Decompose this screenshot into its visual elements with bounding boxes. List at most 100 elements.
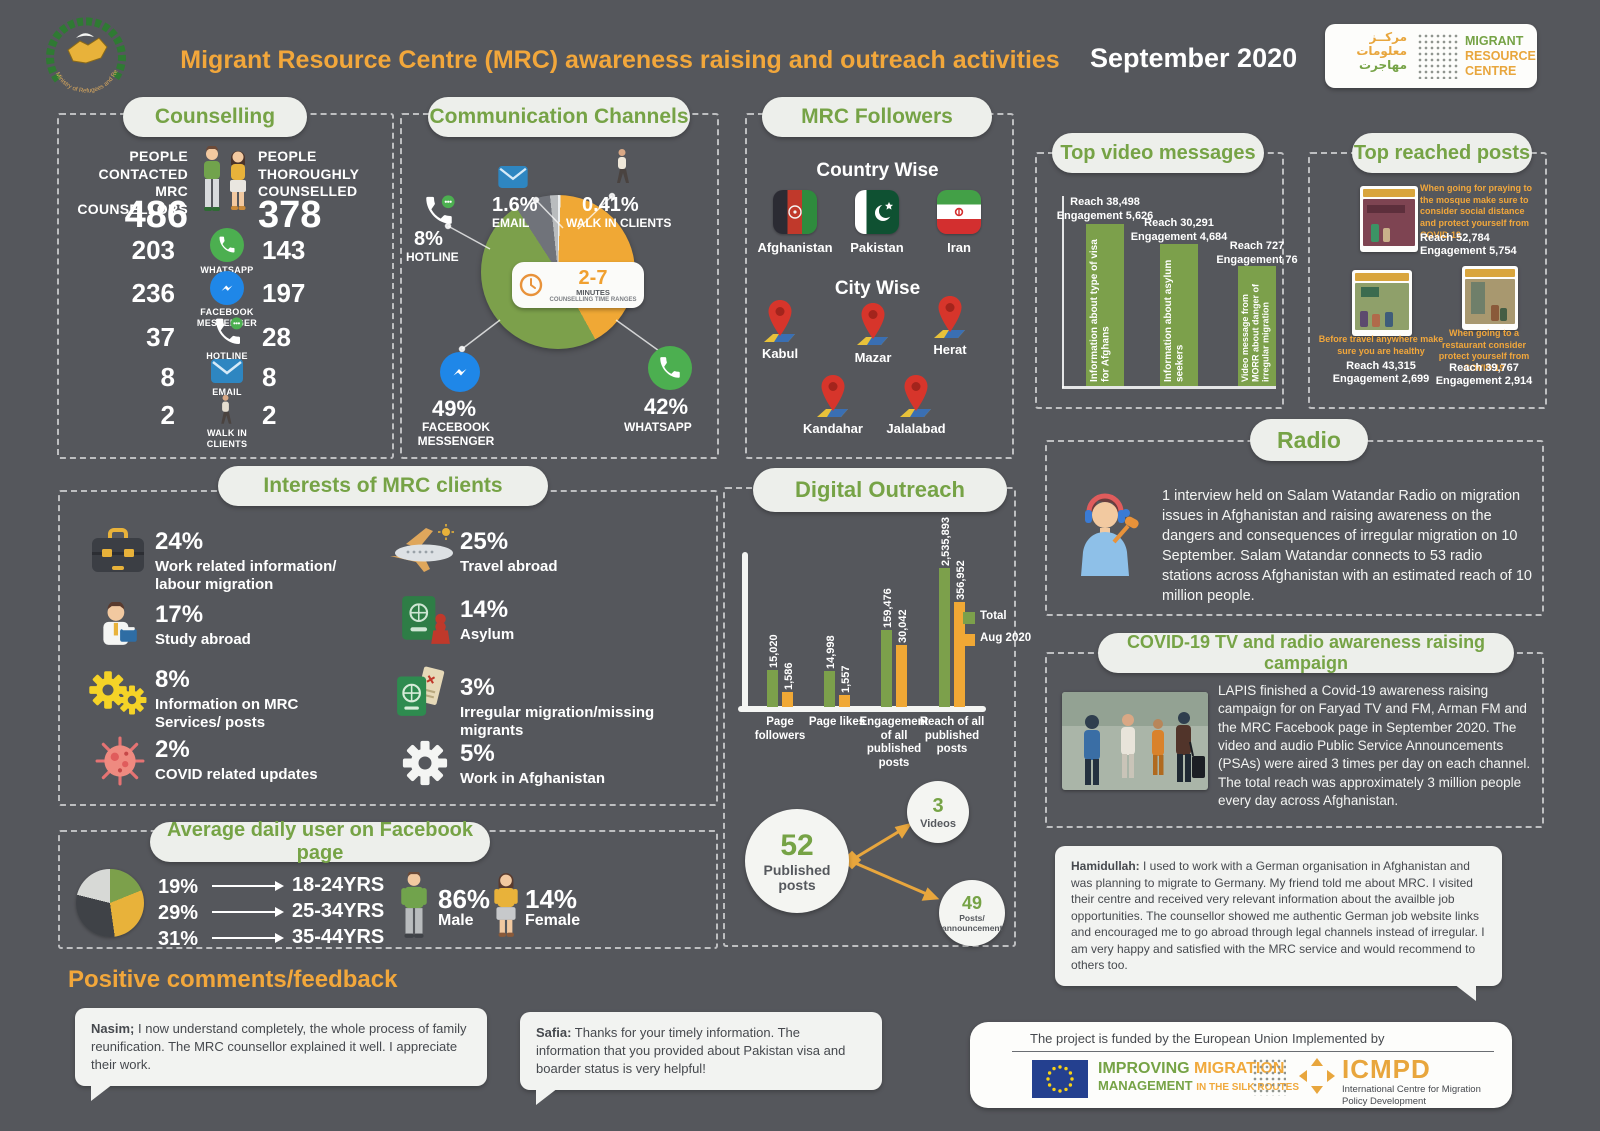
counselling-whatsapp-right: 143 [262,235,306,265]
top-post-2-title: Before travel anywhere make sure you are… [1318,334,1444,356]
top-post-1-title: When going for praying to the mosque mak… [1420,183,1532,240]
published-posts-arrows [842,822,940,901]
digital-header: Digital Outreach [753,468,1007,512]
kandahar-pin-icon [815,375,851,419]
female-pct: 14% [525,884,578,914]
counselling-time-caption: COUNSELLING TIME RANGES [549,296,637,303]
interest-covid-pct: 2% [155,736,190,763]
feedback-nasim-name: Nasim; [91,1021,135,1036]
covid-campaign-photo [1062,692,1208,790]
top-post-3-reach: Reach 39,767 [1449,362,1519,374]
messenger-label: FACEBOOK MESSENGER [417,420,495,448]
counselling-walkin-right: 2 [262,400,277,430]
mrc-logo-en-1: MIGRANT [1465,34,1524,48]
clock-icon [519,273,543,297]
age-row-2-arrow [212,907,284,917]
walk-in-icon [217,394,237,428]
whatsapp-pct: 42% [644,394,689,419]
interest-study-label: Study abroad [155,631,251,648]
messenger-icon [210,271,244,305]
interest-asylum-pct: 14% [460,596,509,623]
briefcase-icon [90,528,146,576]
age-row-3-pct: 31% [157,928,198,950]
published-posts-label: Published posts [763,861,831,893]
couple-icon [197,146,253,220]
female-label: Female [525,912,581,929]
icmpd-logo-text: ICMPD [1342,1054,1431,1084]
imm-improving: IMPROVING [1098,1060,1190,1077]
counselling-email-label: EMAIL [212,387,242,397]
radio-text: 1 interview held on Salam Watandar Radio… [1162,488,1532,604]
testimonial-text: I used to work with a German organisatio… [1071,859,1485,973]
interest-irregular-label: Irregular migration/missing migrants [460,704,655,740]
feedback-safia-text: Thanks for your timely information. The … [536,1025,846,1076]
counselling-walkin-left: 2 [160,400,175,430]
radio-header: Radio [1250,419,1368,461]
interest-asylum-label: Asylum [460,626,515,643]
male-pct: 86% [438,884,491,914]
walk-in-pie-icon [612,148,632,188]
announcements-value: 49 [961,892,983,913]
top-video-2-label: Information about asylum seekers [1163,259,1186,382]
city-wise-title: City Wise [834,278,921,299]
top-post-1-engagement: Engagement 5,754 [1420,245,1517,257]
city-kandahar: Kandahar [803,421,863,436]
age-row-1-arrow [212,881,284,891]
top-post-1-thumbnail [1360,186,1418,252]
announcements-label: Posts/ announcement [942,912,1003,933]
city-kabul: Kabul [761,346,799,361]
mrc-logo-en-2: RESOURCE [1465,49,1536,63]
mrc-logo-en-3: CENTRE [1465,64,1517,78]
interest-mrc-label: Information on MRC Services/ posts [155,696,299,732]
top-posts-header: Top reached posts [1352,133,1532,173]
age-row-2-range: 25-34YRS [292,900,385,922]
icmpd-compass-icon [1298,1057,1336,1095]
counselling-hotline-right: 28 [262,322,291,352]
eu-flag-icon [1032,1060,1088,1098]
male-label: Male [438,912,474,929]
top-videos-y-axis [1062,196,1064,388]
messenger-pie-icon [440,352,480,392]
counselling-hotline-left: 37 [146,322,175,352]
digital-bar-likes-aug [839,695,850,707]
whatsapp-icon [210,228,244,262]
top-video-2-stats: Reach 30,291 Engagement 4,684 [1130,217,1228,243]
announcements-circle: 49 Posts/ announcement [939,880,1005,946]
jalalabad-pin-icon [898,375,934,419]
counselling-left-label: PEOPLE CONTACTED MRC COUNSELLORS [77,148,188,217]
interest-work-pct: 24% [155,528,204,555]
legend-total-swatch [963,612,975,624]
country-pakistan: Pakistan [850,240,904,255]
hotline-pct: 8% [414,228,443,250]
counselling-time-range: 2-7 [578,266,608,289]
videos-circle: 3 Videos [907,781,969,843]
legend-total-label: Total [980,610,1007,622]
city-mazar: Mazar [854,350,892,365]
counselling-messenger-left: 236 [131,278,175,308]
iran-flag-icon [937,190,981,234]
report-date: September 2020 [1090,43,1298,73]
city-jalalabad: Jalalabad [886,421,946,436]
counselling-right-value: 378 [258,194,322,236]
whatsapp-label: WHATSAPP [624,420,692,434]
footer-implemented-text: Implemented by [1292,1031,1385,1046]
city-herat: Herat [933,342,967,357]
age-row-3-arrow [212,933,284,943]
irregular-migration-icon [395,664,449,720]
mrc-logo-dots [1417,33,1459,79]
asylum-passport-icon [398,594,452,648]
top-video-3-stats: Reach 727 Engagement 76 [1216,240,1298,266]
radio-interview-icon [1070,488,1150,578]
digital-bar-followers-aug [782,692,793,707]
interest-mrc-pct: 8% [155,666,190,693]
plane-icon [388,524,456,574]
footer-funded-text: The project is funded by the European Un… [1030,1031,1289,1046]
digital-cat-engagement: Engagement of all published posts [859,716,929,769]
hotline-label: HOTLINE [406,250,459,264]
email-label: EMAIL [492,216,530,230]
messenger-pct: 49% [432,396,477,421]
videos-label: Videos [920,817,956,830]
videos-value: 3 [932,794,944,817]
feedback-nasim-text: I now understand completely, the whole p… [91,1021,467,1072]
